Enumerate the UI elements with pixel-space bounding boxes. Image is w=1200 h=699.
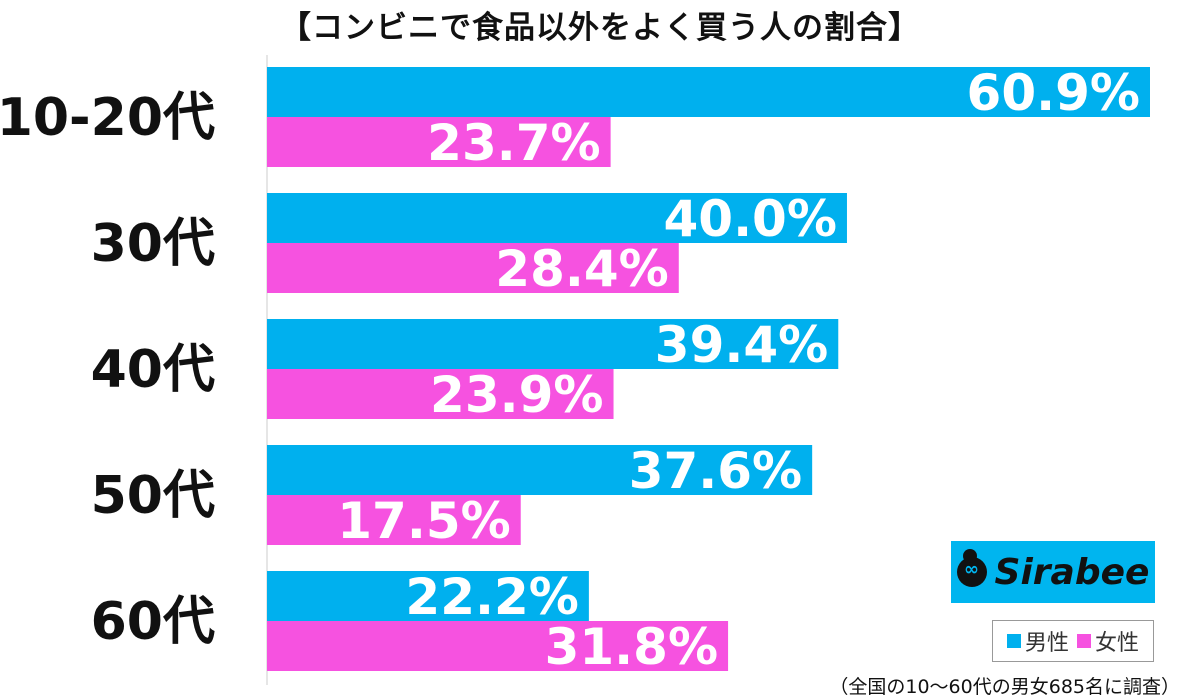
bar-value-label: 40.0% xyxy=(663,190,836,248)
bar-value-label: 22.2% xyxy=(405,568,578,626)
bar-value-label: 31.8% xyxy=(545,618,718,676)
bar-value-label: 37.6% xyxy=(629,442,802,500)
bar-value-label: 60.9% xyxy=(967,64,1140,122)
bar-female xyxy=(267,117,611,167)
bars-group: 10-20代 60.9% 23.7% 30代 40.0%28.4% 40代 39.4% 23.… xyxy=(0,64,1150,676)
legend-label-female: 女性 xyxy=(1095,631,1140,656)
bar-female xyxy=(267,369,614,419)
legend-item-male: 男性 xyxy=(1006,625,1069,657)
bar-value-label: 23.9% xyxy=(430,366,603,424)
bar-male xyxy=(267,193,847,243)
bar-male xyxy=(267,67,1150,117)
bar-value-label: 23.7% xyxy=(427,114,600,172)
category-label: 40代 xyxy=(91,340,215,400)
bar-male xyxy=(267,445,813,495)
bar-male xyxy=(267,571,589,621)
bar-male xyxy=(267,319,839,369)
category-label: 10-20代 xyxy=(0,88,215,148)
category-label: 50代 xyxy=(91,466,215,526)
legend-item-female: 女性 xyxy=(1077,625,1139,657)
category-label: 60代 xyxy=(91,592,215,652)
legend-swatch-male xyxy=(1006,634,1021,648)
bar-female xyxy=(267,243,679,293)
bar-female xyxy=(267,621,729,671)
logo-text: Sirabee xyxy=(994,551,1150,593)
logo-mark-icon xyxy=(956,549,987,587)
legend: 男性 女性 xyxy=(992,620,1154,662)
bar-value-label: 28.4% xyxy=(495,240,668,298)
bar-female xyxy=(267,495,521,545)
sirabee-logo: Sirabee xyxy=(951,541,1155,603)
bar-value-label: 39.4% xyxy=(655,316,828,374)
legend-label-male: 男性 xyxy=(1024,631,1069,656)
category-label: 30代 xyxy=(91,214,215,274)
chart-title: 【コンビニで食品以外をよく買う人の割合】 xyxy=(280,10,920,46)
legend-swatch-female xyxy=(1077,634,1091,648)
survey-note: （全国の10〜60代の男女685名に調査） xyxy=(829,676,1180,698)
bar-value-label: 17.5% xyxy=(337,492,510,550)
